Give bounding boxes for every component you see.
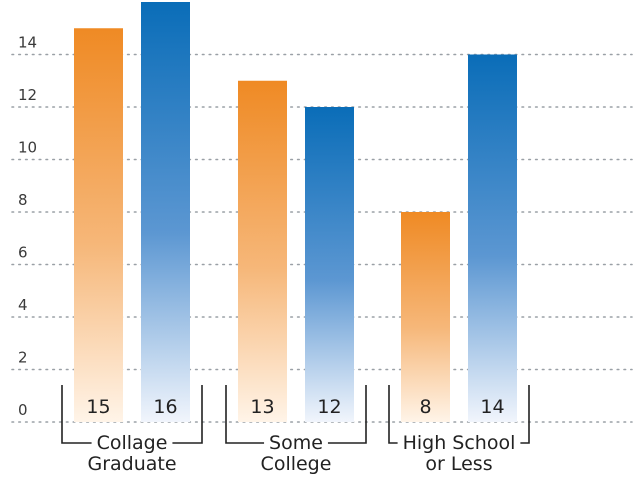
- value-labels: 15 13 8 16 12 14: [86, 396, 504, 418]
- category-bracket-right: [172, 385, 203, 444]
- bar: [305, 107, 354, 422]
- bar-value-label: 15: [86, 396, 110, 418]
- category-bracket-left: [225, 385, 265, 444]
- bar-value-label: 14: [480, 396, 504, 418]
- y-tick-label: 8: [18, 191, 28, 209]
- bars: [74, 2, 517, 422]
- bar: [401, 212, 450, 422]
- bar-value-label: 13: [250, 396, 274, 418]
- category-bracket-right: [327, 385, 367, 444]
- bar: [468, 54, 517, 422]
- category-bracket-left: [388, 385, 398, 444]
- bar: [238, 80, 287, 422]
- y-tick-label: 6: [18, 244, 28, 262]
- category-label-line1: Collage: [97, 432, 168, 454]
- category-label-line2: College: [261, 453, 332, 475]
- y-tick-label: 2: [18, 349, 28, 367]
- y-tick-label: 10: [18, 139, 37, 157]
- category-label-line1: High School: [403, 432, 516, 454]
- bar: [141, 2, 190, 422]
- y-tick-label: 0: [18, 401, 28, 419]
- bar: [74, 28, 123, 422]
- y-tick-label: 12: [18, 86, 37, 104]
- bar-value-label: 16: [153, 396, 177, 418]
- bar-value-label: 8: [419, 396, 431, 418]
- category-bracket-left: [61, 385, 92, 444]
- category-label-line1: Some: [269, 432, 323, 454]
- category-bracket-right: [520, 385, 530, 444]
- y-axis: 0 2 4 6 8 10 12 14: [18, 34, 37, 420]
- y-tick-label: 4: [18, 296, 28, 314]
- category-label-line2: or Less: [425, 453, 492, 475]
- category-label-line2: Graduate: [87, 453, 176, 475]
- y-tick-label: 14: [18, 34, 37, 52]
- bar-value-label: 12: [317, 396, 341, 418]
